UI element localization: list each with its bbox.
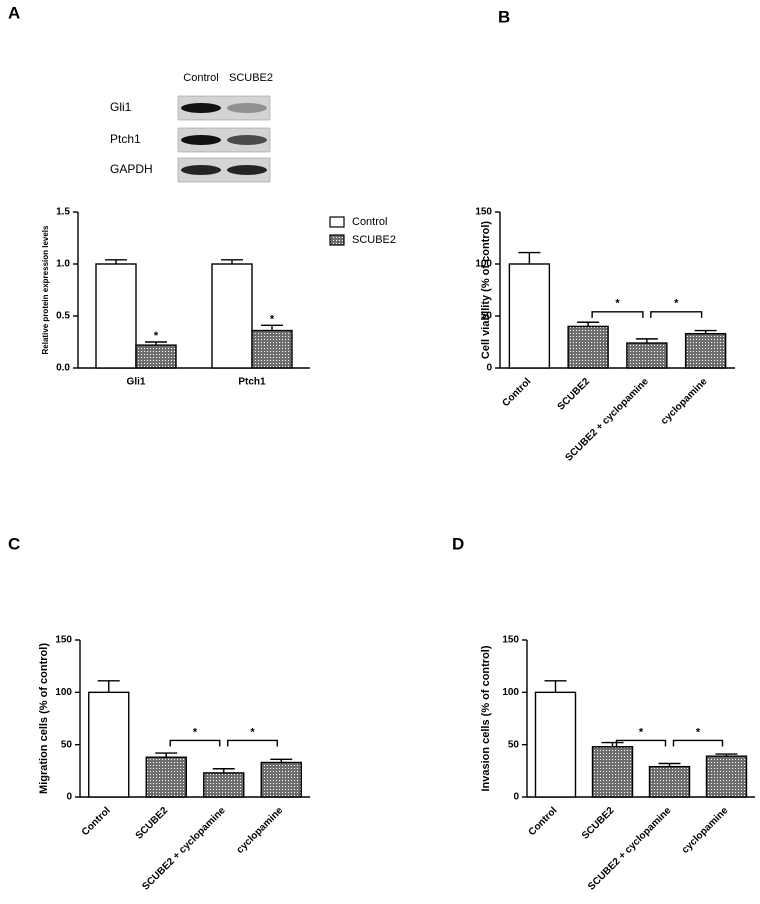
x-tick-label: cyclopamine [235,805,286,856]
y-tick-label: 0 [66,792,72,803]
y-tick-label: 50 [61,739,73,750]
significance-label: * [193,726,198,738]
error-bar [635,338,658,344]
error-bar [97,680,120,693]
significance-label: * [250,726,255,738]
y-tick-label: 150 [475,207,492,218]
error-bar [694,329,717,334]
x-tick-label: SCUBE2 [580,805,617,842]
significance-bracket [650,311,703,318]
blot-row-label: Gli1 [110,100,132,114]
bar [95,263,137,369]
error-bar [601,741,624,747]
bar [626,342,668,369]
x-tick-label: cyclopamine [680,805,731,856]
significance-label: * [674,298,679,310]
bar [203,772,245,798]
bar [145,756,187,798]
error-bar [715,753,738,757]
y-axis-label: Invasion cells (% of control) [480,645,492,791]
legend-label: SCUBE2 [352,234,396,246]
y-tick-label: 100 [475,259,492,270]
bar [591,746,634,798]
significance-bracket [615,739,667,747]
error-bar [270,758,293,763]
y-tick-label: 100 [55,687,72,698]
significance-bracket [169,739,221,747]
error-bar [105,259,127,264]
y-tick-label: 150 [55,635,72,646]
y-tick-label: 0 [513,792,519,803]
error-bar [145,341,167,346]
error-bar [212,768,235,773]
blot-row-label: GAPDH [110,162,153,176]
panel-label: B [498,7,510,26]
x-tick-label: Ptch1 [238,377,266,388]
error-bar [658,762,681,767]
bar [534,691,577,798]
blot-band [181,103,221,113]
bar [508,263,551,369]
blot-column-label: Control [183,72,218,84]
y-tick-label: 150 [502,635,519,646]
panel-label: C [8,534,20,553]
error-bar [577,321,600,327]
y-tick-label: 0.5 [56,311,70,322]
bar [705,755,748,798]
legend-label: Control [352,216,387,228]
bar [260,761,302,798]
blot-row-label: Ptch1 [110,132,141,146]
legend-swatch [329,216,345,228]
x-tick-label: Control [500,376,533,409]
x-tick-label: SCUBE2 [134,805,171,842]
significance-bracket [591,311,644,318]
blot-band [181,135,221,145]
x-tick-label: Control [527,805,560,838]
blot-band [181,165,221,175]
significance-label: * [696,726,701,738]
significance-label: * [154,330,159,342]
y-tick-label: 50 [508,739,520,750]
bar [88,691,130,798]
y-tick-label: 50 [481,311,493,322]
panel-label: A [8,3,20,22]
significance-bracket [227,739,278,747]
y-tick-label: 1.0 [56,259,70,270]
bar [648,765,691,798]
bar [567,325,609,369]
bar [684,332,727,369]
y-tick-label: 100 [502,687,519,698]
panel-label: D [452,534,464,553]
error-bar [544,680,567,693]
blot-band [227,135,267,145]
significance-label: * [639,726,644,738]
significance-label: * [615,298,620,310]
x-tick-label: cyclopamine [659,376,710,427]
error-bar [221,259,243,264]
error-bar [518,251,541,264]
significance-label: * [270,313,275,325]
blot-band [227,103,267,113]
bar [135,344,177,369]
legend-swatch [329,234,345,246]
error-bar [261,324,283,331]
bar [251,329,293,369]
significance-bracket [672,739,724,747]
error-bar [155,752,178,758]
y-axis-label: Relative protein expression levels [41,225,50,354]
blot-band [227,165,267,175]
y-axis-label: Cell viability (% of control) [480,221,492,359]
bar [211,263,253,369]
y-tick-label: 0 [486,363,492,374]
x-tick-label: SCUBE2 [556,376,593,413]
x-tick-label: Control [80,805,113,838]
blot-column-label: SCUBE2 [229,72,273,84]
y-axis-label: Migration cells (% of control) [38,643,50,794]
x-tick-label: Gli1 [127,377,146,388]
y-tick-label: 0.0 [56,363,70,374]
y-tick-label: 1.5 [56,207,70,218]
